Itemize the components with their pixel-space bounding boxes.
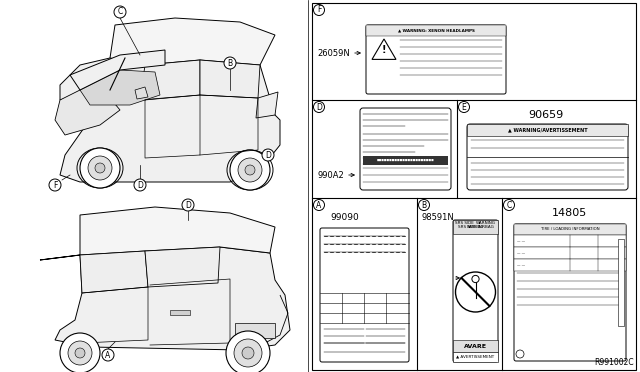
Text: C: C [117,7,123,16]
Bar [170,310,190,315]
Circle shape [134,179,146,191]
Polygon shape [55,90,120,135]
FancyBboxPatch shape [453,220,498,362]
Text: D: D [265,151,271,160]
Circle shape [224,57,236,69]
Circle shape [262,149,274,161]
Circle shape [95,163,105,173]
Circle shape [245,165,255,175]
Text: D: D [185,201,191,209]
Polygon shape [80,251,148,293]
Circle shape [234,339,262,367]
Text: B: B [227,58,232,67]
Circle shape [458,102,470,112]
Bar [514,259,626,271]
Text: A: A [106,350,111,359]
Text: 14805: 14805 [552,208,587,218]
Circle shape [314,4,324,16]
Circle shape [242,347,254,359]
Circle shape [80,148,120,188]
Text: SRS SIDE AIRBAG: SRS SIDE AIRBAG [458,225,493,229]
Circle shape [182,199,194,211]
Text: 26059N: 26059N [317,48,349,58]
Bar [514,224,626,235]
FancyBboxPatch shape [320,228,409,362]
Bar [366,25,506,36]
Text: E: E [461,103,467,112]
Text: A: A [316,201,322,209]
Circle shape [238,158,262,182]
Bar [453,340,498,352]
Circle shape [226,331,270,372]
Text: D: D [316,103,322,112]
Circle shape [456,272,495,312]
Text: ▲ WARNING: XENON HEADLAMPS: ▲ WARNING: XENON HEADLAMPS [397,29,474,32]
Circle shape [419,199,429,211]
Text: F: F [53,180,57,189]
Text: WARNING: WARNING [476,221,496,225]
Polygon shape [110,18,275,65]
Polygon shape [40,247,290,350]
Circle shape [314,199,324,211]
Bar [514,247,626,259]
Bar [453,352,498,362]
Text: — —: — — [517,239,525,243]
Text: 98591N: 98591N [422,213,455,222]
Bar [514,235,626,247]
Text: C: C [506,201,511,209]
Polygon shape [60,58,280,182]
Text: SRS SIDE: SRS SIDE [455,221,474,225]
FancyBboxPatch shape [366,25,506,94]
Polygon shape [80,207,275,255]
Circle shape [230,150,270,190]
Text: 90659: 90659 [529,110,564,120]
Polygon shape [372,39,396,60]
Text: B: B [421,201,427,209]
Text: 99090: 99090 [330,213,359,222]
Bar [467,124,628,136]
Bar [363,155,448,164]
FancyBboxPatch shape [514,224,626,361]
Text: ■■■■■■■■■■■■■■■■■■■■■■: ■■■■■■■■■■■■■■■■■■■■■■ [376,158,435,162]
Circle shape [60,333,100,372]
Polygon shape [70,50,165,90]
Text: ▲ AVERTISSEMENT: ▲ AVERTISSEMENT [456,355,495,359]
Text: D: D [137,180,143,189]
Text: 990A2: 990A2 [317,170,344,180]
Bar [235,323,275,338]
Circle shape [49,179,61,191]
FancyBboxPatch shape [360,108,451,190]
Text: F: F [317,6,321,15]
Polygon shape [135,87,148,99]
Text: — —: — — [517,251,525,255]
FancyBboxPatch shape [467,124,628,190]
Circle shape [75,348,85,358]
Polygon shape [140,60,200,100]
Polygon shape [256,92,278,118]
Polygon shape [200,60,260,98]
Circle shape [314,102,324,112]
Bar [312,3,636,370]
Circle shape [516,350,524,358]
Text: TIRE / LOADING INFORMATION: TIRE / LOADING INFORMATION [541,228,599,231]
Text: !: ! [381,45,387,55]
Polygon shape [80,70,160,105]
Circle shape [472,275,479,283]
Text: — —: — — [517,263,525,267]
Text: R991002C: R991002C [595,358,634,367]
Circle shape [102,349,114,361]
Bar [453,220,498,234]
Circle shape [114,6,126,18]
Polygon shape [145,247,220,287]
Text: ▲ WARNING/AVERTISSEMENT: ▲ WARNING/AVERTISSEMENT [508,128,588,132]
Circle shape [504,199,515,211]
Text: AVARE: AVARE [464,343,487,349]
Bar [618,239,624,326]
Text: WARNING: WARNING [467,225,484,229]
Circle shape [88,156,112,180]
Circle shape [68,341,92,365]
